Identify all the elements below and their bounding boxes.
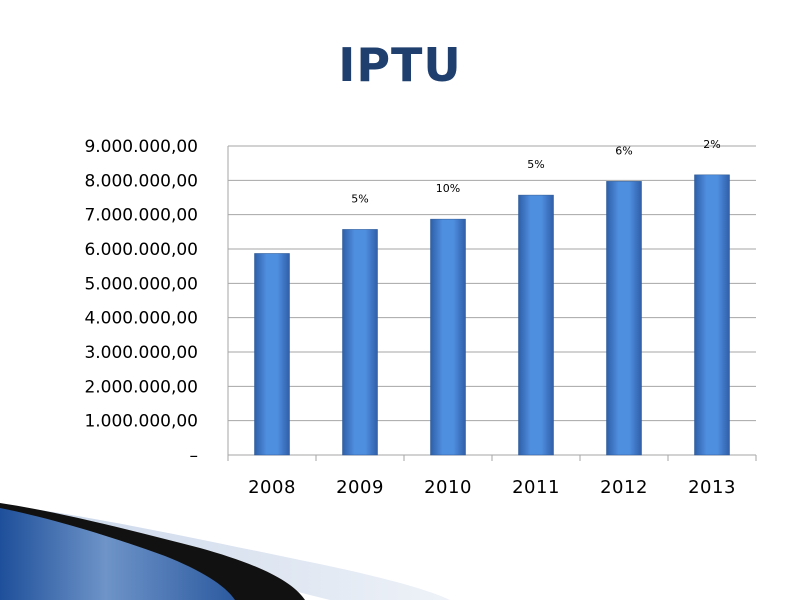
data-label: 6% (615, 144, 632, 157)
y-tick-label: 7.000.000,00 (84, 206, 198, 226)
x-tick-label: 2012 (600, 477, 648, 498)
bar-2009 (342, 229, 378, 456)
data-label: 5% (351, 192, 368, 205)
y-tick-label: 8.000.000,00 (84, 171, 198, 191)
y-tick-label: – (190, 446, 199, 466)
y-tick-label: 6.000.000,00 (84, 240, 198, 260)
decorative-swoosh (0, 503, 450, 600)
bar-2011 (518, 194, 554, 456)
x-tick-label: 2013 (688, 477, 736, 498)
y-tick-label: 9.000.000,00 (84, 137, 198, 157)
x-tick-label: 2008 (248, 477, 296, 498)
x-tick-label: 2010 (424, 477, 472, 498)
bar-2008 (254, 253, 290, 456)
plot-area: – 1.000.000,00 2.000.000,00 3.000.000,00 4.0… (84, 137, 757, 498)
y-tick-label: 5.000.000,00 (84, 274, 198, 294)
y-tick-label: 2.000.000,00 (84, 377, 198, 397)
y-tick-label: 3.000.000,00 (84, 343, 198, 363)
y-tick-label: 1.000.000,00 (84, 412, 198, 432)
bar-2013 (694, 174, 730, 456)
bar-2010 (430, 218, 466, 456)
data-label: 5% (527, 158, 544, 171)
slide-title: IPTU (338, 38, 462, 92)
data-label: 10% (436, 182, 460, 195)
data-label: 2% (703, 138, 720, 151)
x-tick-label: 2009 (336, 477, 384, 498)
x-tick-label: 2011 (512, 477, 560, 498)
y-tick-label: 4.000.000,00 (84, 309, 198, 329)
bar-2012 (606, 181, 642, 456)
